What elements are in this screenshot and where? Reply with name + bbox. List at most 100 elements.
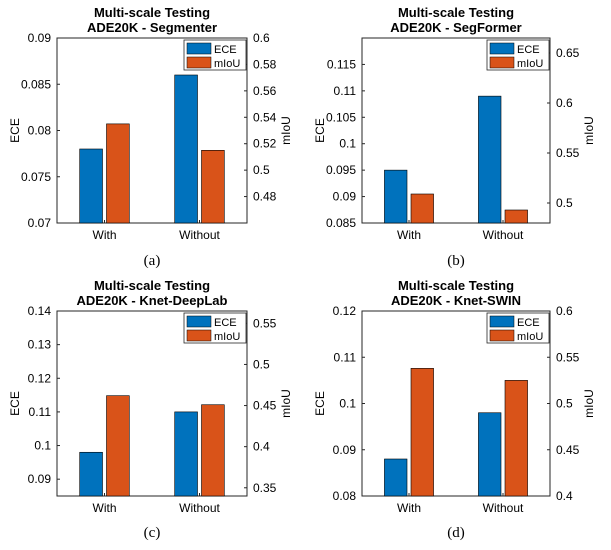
y-tick-label: 0.08 <box>28 124 52 138</box>
bar-ece-without <box>478 95 502 224</box>
y-right-tick-label: 0.55 <box>556 350 580 364</box>
y-right-tick-label: 0.65 <box>556 46 580 60</box>
legend-label-miou: mIoU <box>214 331 240 343</box>
y-axis-label: ECE <box>313 391 327 416</box>
legend-label-ece: ECE <box>517 44 540 56</box>
y-tick-label: 0.12 <box>333 304 357 318</box>
legend-label-ece: ECE <box>517 317 540 329</box>
y-right-tick-label: 0.35 <box>253 481 277 495</box>
x-tick-label: With <box>397 501 421 515</box>
x-tick-label: Without <box>483 501 524 515</box>
bar-miou-without <box>504 209 528 224</box>
chart-subtitle: ADE20K - Segmenter <box>87 20 217 35</box>
legend-swatch-ece <box>489 315 515 328</box>
y-tick-label: 0.11 <box>334 350 357 364</box>
x-tick-label: Without <box>179 228 220 242</box>
y-right-tick-label: 0.6 <box>556 96 573 110</box>
legend-swatch-ece <box>489 42 515 55</box>
chart-subtitle: ADE20K - Knet-SWIN <box>391 293 521 308</box>
y-right-tick-label: 0.5 <box>556 196 573 210</box>
bar-miou-with <box>410 368 434 497</box>
y-tick-label: 0.09 <box>333 190 357 204</box>
y-right-tick-label: 0.52 <box>253 137 277 151</box>
y-right-tick-label: 0.45 <box>253 399 277 413</box>
panel-caption: (a) <box>144 253 161 269</box>
y-right-tick-label: 0.6 <box>253 31 270 45</box>
bar-miou-with <box>410 193 434 224</box>
bar-ece-without <box>174 411 198 497</box>
y-axis-label: ECE <box>8 391 22 416</box>
legend-swatch-ece <box>186 315 212 328</box>
y-tick-label: 0.115 <box>327 57 356 71</box>
y-right-tick-label: 0.4 <box>253 440 270 454</box>
y-right-axis-label: mIoU <box>279 389 293 418</box>
y-right-tick-label: 0.55 <box>556 146 580 160</box>
x-tick-label: With <box>93 228 117 242</box>
y-tick-label: 0.09 <box>28 472 52 486</box>
y-tick-label: 0.1 <box>34 439 51 453</box>
y-right-tick-label: 0.6 <box>556 304 573 318</box>
y-tick-label: 0.11 <box>334 84 357 98</box>
y-right-tick-label: 0.5 <box>253 357 270 371</box>
chart-title: Multi-scale Testing <box>398 5 514 20</box>
y-right-tick-label: 0.58 <box>253 57 277 71</box>
y-tick-label: 0.075 <box>21 170 51 184</box>
y-right-axis-label: mIoU <box>582 116 596 145</box>
y-tick-label: 0.09 <box>333 443 357 457</box>
legend-label-ece: ECE <box>214 44 237 56</box>
bar-ece-with <box>79 451 103 497</box>
bar-ece-without <box>174 74 198 224</box>
legend-label-miou: mIoU <box>214 58 240 70</box>
x-tick-label: With <box>93 501 117 515</box>
bar-ece-with <box>384 169 408 224</box>
panel-caption: (b) <box>447 253 465 269</box>
y-axis-label: ECE <box>8 118 22 143</box>
legend-label-miou: mIoU <box>517 331 543 343</box>
y-right-tick-label: 0.56 <box>253 84 277 98</box>
chart-subtitle: ADE20K - SegFormer <box>390 20 521 35</box>
y-right-axis-label: mIoU <box>582 389 596 418</box>
legend-swatch-miou <box>186 329 212 342</box>
y-tick-label: 0.13 <box>28 338 52 352</box>
bar-ece-without <box>478 412 502 497</box>
legend-swatch-miou <box>489 56 515 69</box>
y-tick-label: 0.085 <box>326 216 356 230</box>
chart-subtitle: ADE20K - Knet-DeepLab <box>77 293 228 308</box>
x-tick-label: Without <box>483 228 524 242</box>
y-tick-label: 0.14 <box>28 304 52 318</box>
x-tick-label: With <box>397 228 421 242</box>
chart-title: Multi-scale Testing <box>398 278 514 293</box>
legend-label-ece: ECE <box>214 317 237 329</box>
bar-miou-without <box>504 380 528 497</box>
y-tick-label: 0.105 <box>326 110 356 124</box>
chart-title: Multi-scale Testing <box>94 5 210 20</box>
legend-swatch-ece <box>186 42 212 55</box>
legend-swatch-miou <box>489 329 515 342</box>
y-tick-label: 0.12 <box>28 371 52 385</box>
panel-caption: (c) <box>144 525 161 541</box>
y-tick-label: 0.08 <box>333 489 357 503</box>
bar-ece-with <box>384 458 408 497</box>
y-right-tick-label: 0.54 <box>253 110 277 124</box>
y-tick-label: 0.1 <box>339 137 356 151</box>
y-right-tick-label: 0.5 <box>253 163 270 177</box>
bar-miou-without <box>201 404 225 497</box>
legend-swatch-miou <box>186 56 212 69</box>
y-tick-label: 0.1 <box>339 397 356 411</box>
y-tick-label: 0.085 <box>21 77 51 91</box>
y-right-tick-label: 0.45 <box>556 443 580 457</box>
y-right-tick-label: 0.55 <box>253 316 277 330</box>
bar-miou-with <box>106 123 130 224</box>
legend-label-miou: mIoU <box>517 58 543 70</box>
y-right-axis-label: mIoU <box>279 116 293 145</box>
y-right-tick-label: 0.5 <box>556 397 573 411</box>
panel-caption: (d) <box>447 525 465 541</box>
y-axis-label: ECE <box>313 118 327 143</box>
bar-ece-with <box>79 148 103 224</box>
y-tick-label: 0.095 <box>326 163 356 177</box>
